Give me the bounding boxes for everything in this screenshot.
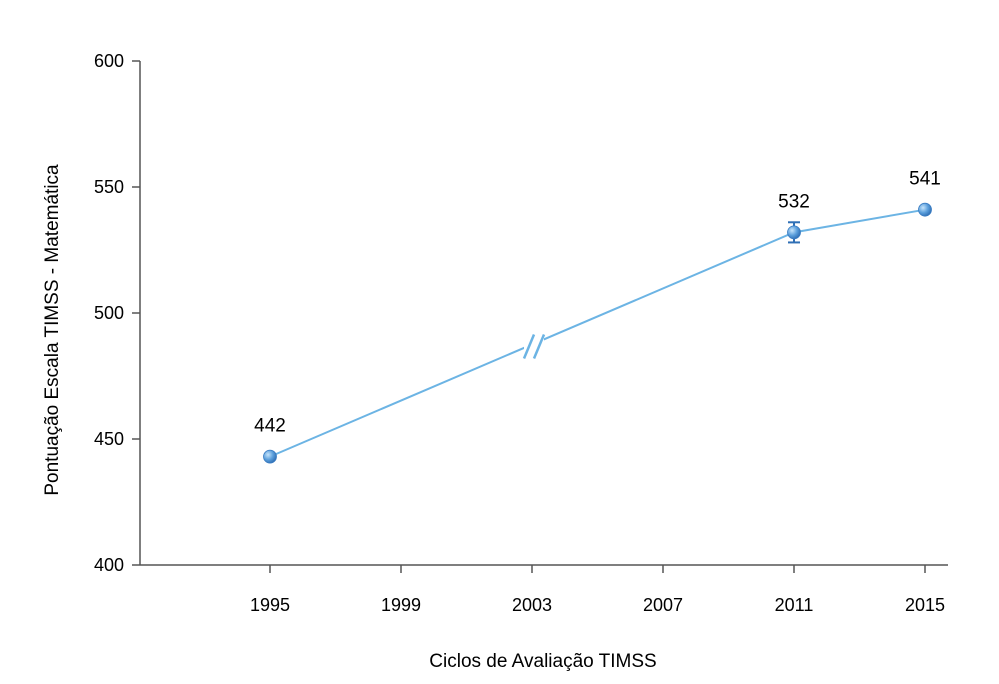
y-tick-label: 500 xyxy=(94,303,124,323)
data-point xyxy=(263,449,277,464)
x-tick-label: 2015 xyxy=(905,595,945,615)
data-label: 442 xyxy=(254,416,286,437)
y-axis-title: Pontuação Escala TIMSS - Matemática xyxy=(42,164,63,496)
x-tick-label: 2011 xyxy=(775,595,814,615)
x-tick-label: 1995 xyxy=(250,595,290,615)
x-tick-label: 2003 xyxy=(512,595,552,615)
y-tick-label: 400 xyxy=(94,555,124,575)
data-label: 541 xyxy=(909,169,941,190)
y-axis: 400 450 500 550 600 xyxy=(94,51,141,575)
data-label: 532 xyxy=(778,191,810,212)
series-line xyxy=(269,208,926,458)
x-tick-label: 1999 xyxy=(381,595,421,615)
series: 442 532 541 xyxy=(254,169,941,464)
y-tick-label: 450 xyxy=(94,429,124,449)
data-point xyxy=(918,202,932,217)
axis-break-mark xyxy=(522,334,536,359)
x-axis: 1995 1999 2003 2007 2011 2015 xyxy=(140,564,948,615)
x-axis-title: Ciclos de Avaliação TIMSS xyxy=(429,651,656,672)
axis-break-gap xyxy=(524,332,544,361)
x-tick-label: 2007 xyxy=(643,595,683,615)
data-point xyxy=(787,225,801,240)
axis-break-mark xyxy=(532,334,546,359)
y-tick-label: 600 xyxy=(94,51,124,71)
y-tick-label: 550 xyxy=(94,177,124,197)
